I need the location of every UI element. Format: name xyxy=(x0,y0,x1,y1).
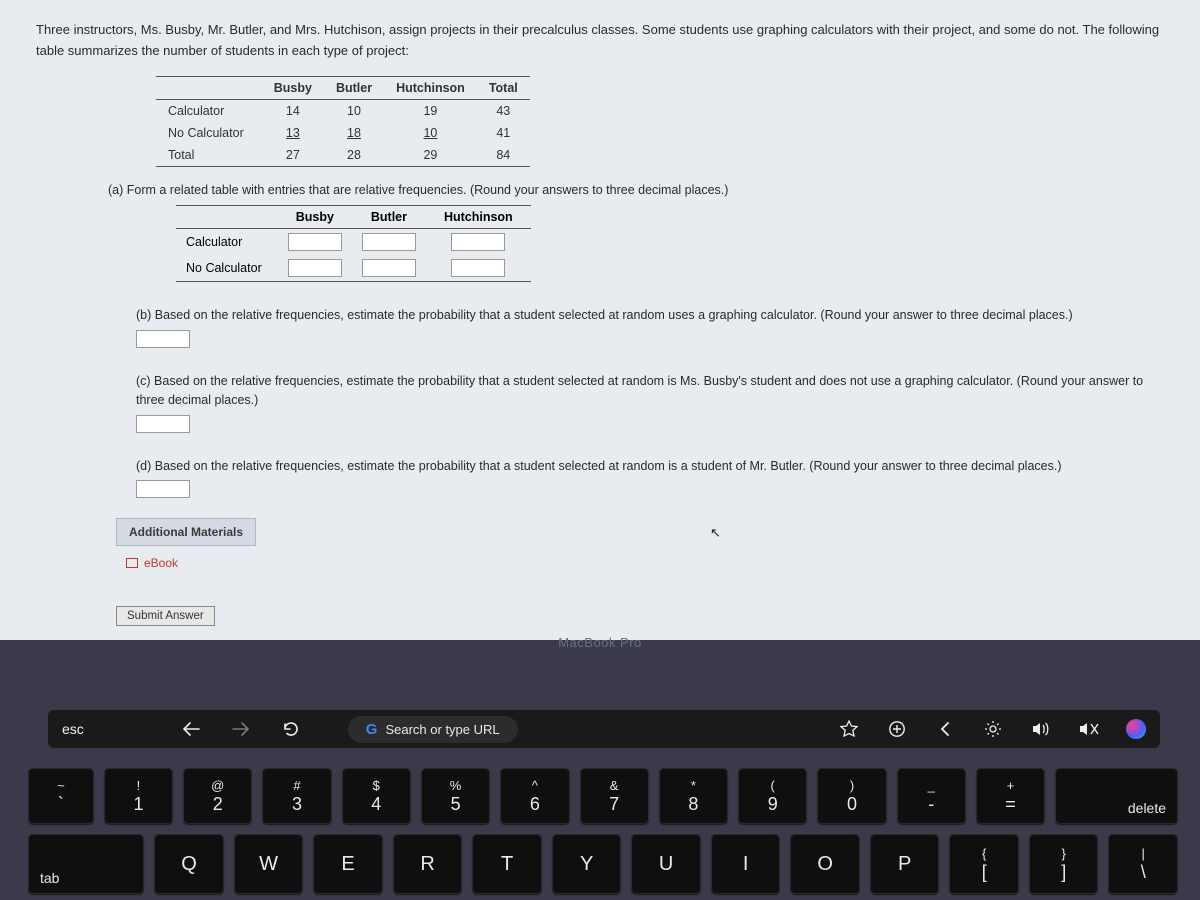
freq-input-calc-butler[interactable] xyxy=(362,233,416,251)
back-icon[interactable] xyxy=(180,722,202,736)
star-icon[interactable] xyxy=(838,720,860,738)
key-6[interactable]: ^6 xyxy=(500,768,569,824)
problem-screen: Three instructors, Ms. Busby, Mr. Butler… xyxy=(0,0,1200,640)
key-tab[interactable]: tab xyxy=(28,834,144,894)
key-delete[interactable]: delete xyxy=(1055,768,1178,824)
key-1[interactable]: !1 xyxy=(104,768,173,824)
forward-icon[interactable] xyxy=(230,722,252,736)
brightness-icon[interactable] xyxy=(982,720,1004,738)
col-busby: Busby xyxy=(262,76,324,99)
freq-input-nocalc-butler[interactable] xyxy=(362,259,416,277)
ebook-link[interactable]: eBook xyxy=(126,556,1164,570)
key-8[interactable]: *8 xyxy=(659,768,728,824)
new-tab-icon[interactable] xyxy=(886,720,908,738)
keyboard-q-row: tab Q W E R T Y U I O P {[ }] |\ xyxy=(28,834,1178,894)
freq-input-nocalc-hutch[interactable] xyxy=(451,259,505,277)
part-c-input[interactable] xyxy=(136,415,190,433)
cursor-icon: ↖ xyxy=(710,525,721,541)
bezel-label: MacBook Pro xyxy=(0,635,1200,650)
key-i[interactable]: I xyxy=(711,834,781,894)
volume-icon[interactable] xyxy=(1030,721,1052,737)
reload-icon[interactable] xyxy=(280,721,302,737)
col-hutchinson: Hutchinson xyxy=(384,76,477,99)
key-p[interactable]: P xyxy=(870,834,940,894)
google-g-icon: G xyxy=(366,721,378,738)
row-calculator: Calculator xyxy=(156,99,262,122)
key-minus[interactable]: _- xyxy=(897,768,966,824)
ebook-icon xyxy=(126,558,138,568)
freq-input-nocalc-busby[interactable] xyxy=(288,259,342,277)
key-equals[interactable]: += xyxy=(976,768,1045,824)
key-t[interactable]: T xyxy=(472,834,542,894)
touchbar-search[interactable]: G Search or type URL xyxy=(348,716,518,743)
chevron-left-icon[interactable] xyxy=(934,721,956,737)
col-butler: Butler xyxy=(324,76,384,99)
key-r[interactable]: R xyxy=(393,834,463,894)
key-5[interactable]: %5 xyxy=(421,768,490,824)
key-backslash[interactable]: |\ xyxy=(1108,834,1178,894)
key-3[interactable]: #3 xyxy=(262,768,331,824)
key-9[interactable]: (9 xyxy=(738,768,807,824)
mute-icon[interactable] xyxy=(1078,721,1100,737)
part-a-text: (a) Form a related table with entries th… xyxy=(108,181,1164,200)
touchbar-esc[interactable]: esc xyxy=(62,721,84,737)
key-w[interactable]: W xyxy=(234,834,304,894)
freq-input-calc-hutch[interactable] xyxy=(451,233,505,251)
data-table-container: Busby Butler Hutchinson Total Calculator… xyxy=(156,76,1164,167)
row-total: Total xyxy=(156,144,262,167)
key-y[interactable]: Y xyxy=(552,834,622,894)
siri-icon[interactable] xyxy=(1126,719,1146,739)
freq-table-container: Busby Butler Hutchinson Calculator No Ca… xyxy=(176,205,1164,282)
key-7[interactable]: &7 xyxy=(580,768,649,824)
part-b: (b) Based on the relative frequencies, e… xyxy=(136,306,1164,348)
additional-materials-heading: Additional Materials xyxy=(116,518,256,546)
freq-input-calc-busby[interactable] xyxy=(288,233,342,251)
row-nocalculator: No Calculator xyxy=(156,122,262,144)
keyboard-num-row: ~` !1 @2 #3 $4 %5 ^6 &7 *8 (9 )0 _- += d… xyxy=(28,768,1178,824)
key-0[interactable]: )0 xyxy=(817,768,886,824)
part-b-input[interactable] xyxy=(136,330,190,348)
part-c: (c) Based on the relative frequencies, e… xyxy=(136,372,1164,433)
key-e[interactable]: E xyxy=(313,834,383,894)
key-bracket-left[interactable]: {[ xyxy=(949,834,1019,894)
key-2[interactable]: @2 xyxy=(183,768,252,824)
part-d: (d) Based on the relative frequencies, e… xyxy=(136,457,1164,499)
submit-answer-button[interactable]: Submit Answer xyxy=(116,606,215,626)
touch-bar: esc G Search or type URL xyxy=(48,710,1160,748)
key-bracket-right[interactable]: }] xyxy=(1029,834,1099,894)
key-4[interactable]: $4 xyxy=(342,768,411,824)
key-o[interactable]: O xyxy=(790,834,860,894)
freq-table: Busby Butler Hutchinson Calculator No Ca… xyxy=(176,205,531,282)
col-total: Total xyxy=(477,76,530,99)
problem-intro: Three instructors, Ms. Busby, Mr. Butler… xyxy=(36,20,1164,62)
key-q[interactable]: Q xyxy=(154,834,224,894)
key-tilde[interactable]: ~` xyxy=(28,768,94,824)
part-d-input[interactable] xyxy=(136,480,190,498)
key-u[interactable]: U xyxy=(631,834,701,894)
data-table: Busby Butler Hutchinson Total Calculator… xyxy=(156,76,530,167)
